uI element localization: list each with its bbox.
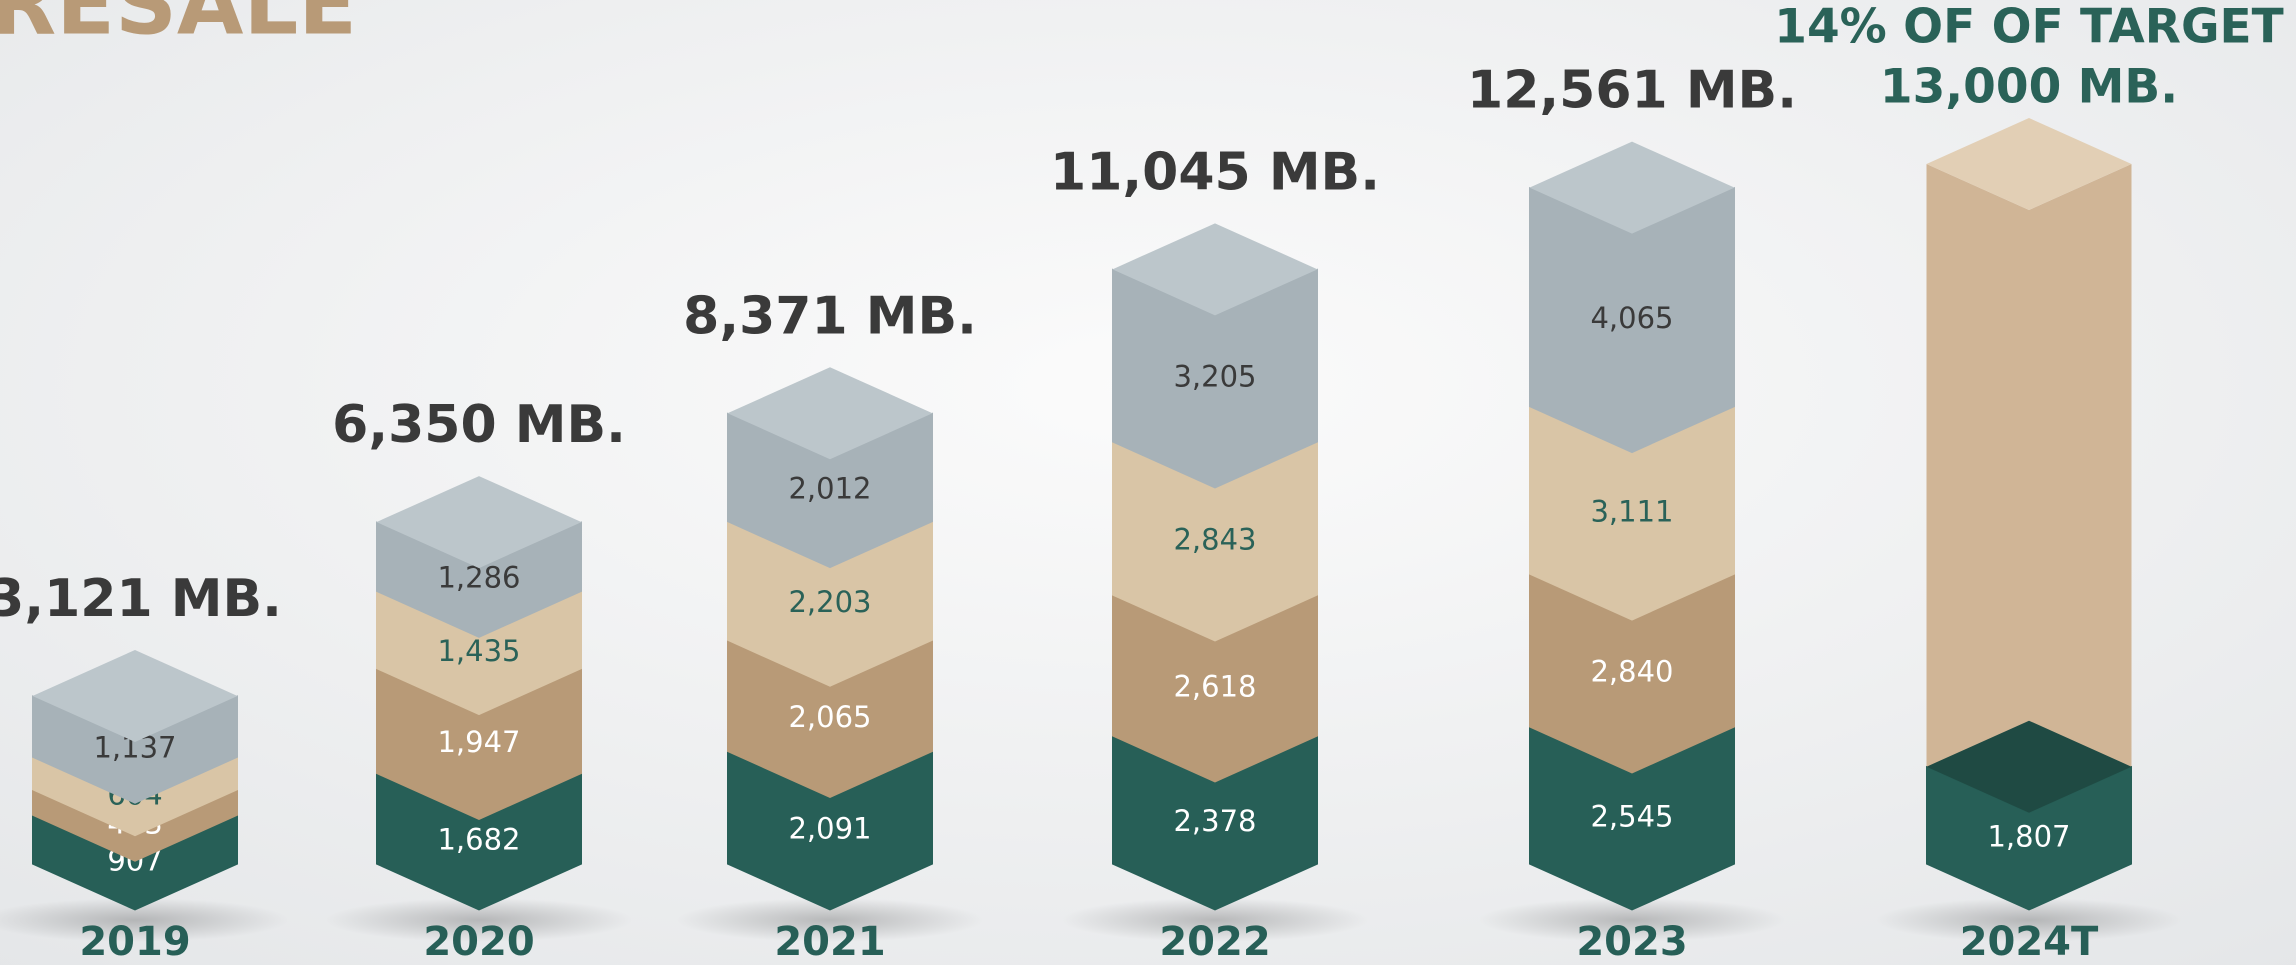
target-cap (1926, 118, 2132, 210)
shadow (1875, 898, 2183, 942)
segment-label: 2,012 (788, 471, 871, 505)
segment-label: 2,203 (788, 585, 871, 619)
column-cap (1112, 223, 1318, 316)
shadow (0, 898, 289, 942)
segment-label: 2,091 (788, 812, 871, 846)
total-label: 11,045 MB. (1050, 142, 1380, 202)
segment-label: 2,545 (1590, 799, 1673, 833)
segment-label: 3,205 (1173, 360, 1256, 394)
shadow (676, 898, 984, 942)
category-label: 2023 (1576, 919, 1687, 965)
shadow (1061, 898, 1369, 942)
segment-label: 2,065 (788, 700, 871, 734)
column-cap (1926, 720, 2132, 813)
segment-label: 2,618 (1173, 669, 1256, 703)
chart-title: RESALE (0, 0, 357, 54)
segment-label: 1,682 (437, 823, 520, 857)
shadow (1478, 898, 1786, 942)
total-label: 12,561 MB. (1467, 61, 1797, 121)
total-label: 8,371 MB. (683, 286, 977, 346)
total-label: 6,350 MB. (332, 395, 626, 455)
target-bar (1926, 164, 2132, 910)
category-label: 2020 (423, 919, 534, 965)
segment-label: 2,378 (1173, 804, 1256, 838)
column-cap (1529, 141, 1735, 234)
segment-label: 2,840 (1590, 655, 1673, 689)
column-cap (376, 476, 582, 569)
category-label: 2022 (1159, 919, 1270, 965)
segment-label: 1,435 (437, 634, 520, 668)
total-label: 3,121 MB. (0, 569, 282, 629)
column-cap (727, 367, 933, 460)
segment-label: 2,843 (1173, 522, 1256, 556)
category-label: 2019 (79, 919, 190, 965)
category-label: 2024T (1960, 919, 2099, 965)
segment-label: 1,807 (1987, 819, 2070, 853)
segment-label: 4,065 (1590, 301, 1673, 335)
shadow (325, 898, 633, 942)
segment-label: 3,111 (1590, 494, 1673, 528)
column-cap (32, 649, 238, 742)
category-label: 2021 (774, 919, 885, 965)
target-label: 13,000 MB. (1880, 60, 2178, 115)
segment-label: 1,947 (437, 725, 520, 759)
target-caption: 14% OF OF TARGET (1774, 0, 2283, 55)
